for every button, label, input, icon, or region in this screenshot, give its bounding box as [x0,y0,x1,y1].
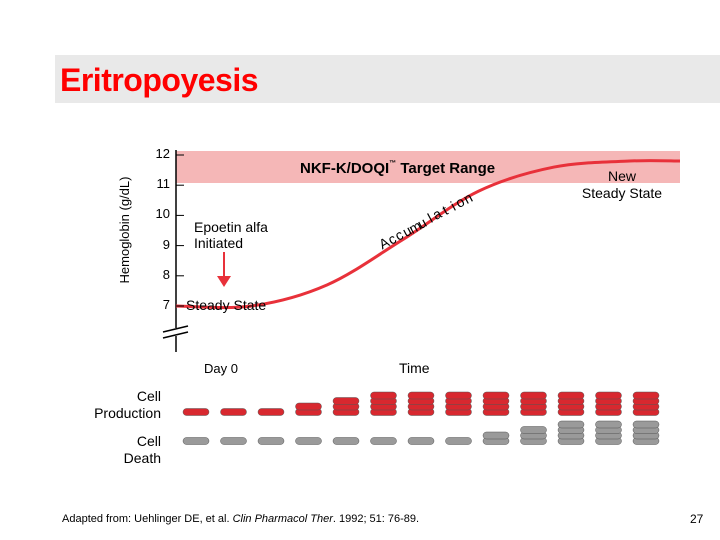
red-blood-cell [370,391,397,400]
red-blood-cell [595,391,622,400]
dying-cell [295,437,322,445]
page-number: 27 [690,512,704,526]
new-steady-state-line-2: Steady State [581,185,663,201]
new-steady-state-line-1: New [607,168,636,184]
y-tick-label: 9 [162,236,170,252]
x-axis-label: Time [399,360,430,376]
cell-death-label: Cell Death [60,433,161,467]
trademark-symbol: ™ [389,160,397,167]
dying-cell [632,420,660,429]
y-tick-label: 10 [155,206,170,222]
dying-cell [557,420,585,429]
dying-cell [482,431,510,440]
cell-death-line-1: Cell [136,433,161,449]
target-range-suffix: Target Range [400,160,496,177]
epoetin-line-2: Initiated [194,235,244,251]
slide-title: Eritropoyesis [60,62,259,98]
target-range-label: NKF-K/DOQI™ Target Range [300,160,495,177]
dying-cell [407,437,435,445]
citation-footnote: Adapted from: Uehlinger DE, et al. Clin … [62,513,419,525]
citation-prefix: Adapted from: Uehlinger DE, et al. [62,513,233,525]
red-blood-cell [520,391,547,400]
cell-production-line-2: Production [94,405,161,421]
dying-cell [332,437,360,445]
cell-death-line-2: Death [123,450,161,466]
red-blood-cell [332,397,360,405]
citation-suffix: . 1992; 51: 76-89. [332,513,420,525]
red-blood-cell [295,402,322,411]
citation-journal: Clin Pharmacol Ther [232,513,333,525]
cell-production-line-1: Cell [136,388,161,404]
red-blood-cell [182,408,210,416]
red-blood-cell [632,391,660,400]
epoetin-arrow-head [217,276,231,287]
y-axis-break-line [162,331,189,339]
red-blood-cell [220,408,247,416]
dying-cell [520,426,547,434]
red-blood-cell [257,408,285,416]
dying-cell [182,437,210,445]
steady-state-label: Steady State [186,297,267,313]
red-blood-cell [557,391,585,400]
epoetin-label: Epoetin alfa Initiated [194,219,268,251]
dying-cell [595,420,622,429]
target-range-band [176,151,680,183]
new-steady-state-label: New Steady State [566,168,678,202]
target-range-title: NKF-K/DOQI [300,160,390,177]
dying-cell [445,437,472,445]
dying-cell [370,437,397,445]
cell-production-label: Cell Production [60,388,161,422]
dying-cell [257,437,285,445]
dying-cell [220,437,247,445]
y-tick-label: 7 [162,297,170,312]
red-blood-cell [482,391,510,400]
y-axis-break-line [162,325,189,333]
hemoglobin-curve [175,159,681,310]
y-tick-label: 11 [156,176,171,192]
y-axis-label: Hemoglobin (g/dL) [117,176,132,284]
red-blood-cell [407,391,435,400]
title-bar [55,55,720,103]
red-blood-cell [445,391,472,400]
y-tick-label: 8 [162,266,170,282]
title-left-band [0,55,55,103]
header-band [0,0,720,55]
epoetin-line-1: Epoetin alfa [194,219,268,235]
y-tick-label: 12 [155,146,170,161]
x-tick-day0: Day 0 [204,361,238,376]
